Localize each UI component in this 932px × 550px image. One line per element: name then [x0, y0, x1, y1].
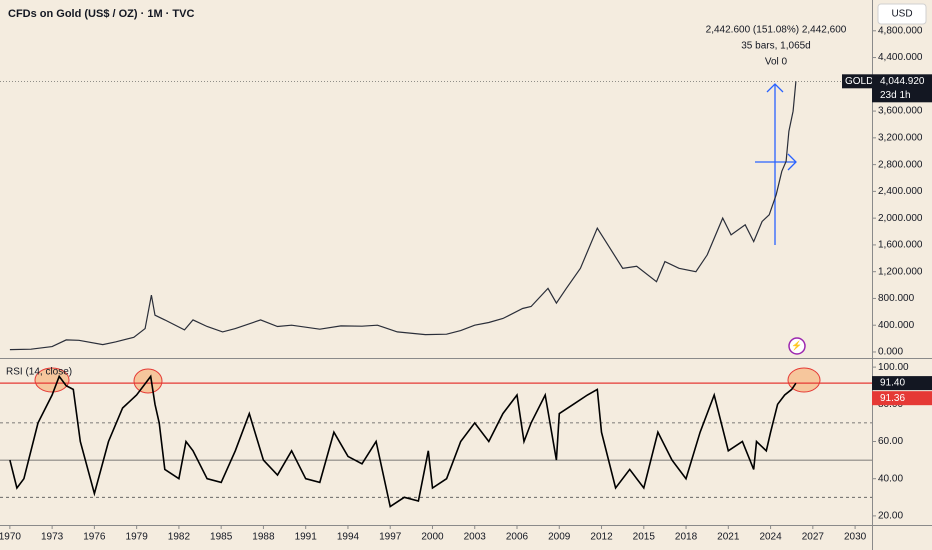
x-tick-label: 1970 — [0, 532, 21, 543]
x-tick-label: 1979 — [126, 532, 149, 543]
series-line — [9, 374, 797, 508]
y-tick-label: 2,800.000 — [878, 159, 923, 170]
x-tick-label: 2009 — [548, 532, 571, 543]
x-tick-label: 2024 — [759, 532, 782, 543]
x-tick-label: 2015 — [633, 532, 656, 543]
x-tick-label: 2030 — [844, 532, 867, 543]
event-icon-glyph[interactable]: ⚡ — [791, 339, 802, 351]
y-tick-label: 60.00 — [878, 436, 903, 447]
y-tick-label: 800.000 — [878, 293, 915, 304]
event-icon[interactable] — [788, 337, 806, 355]
x-tick-label: 1994 — [337, 532, 360, 543]
series-line — [9, 81, 797, 351]
x-tick-label: 1973 — [41, 532, 64, 543]
x-tick-label: 2003 — [464, 532, 487, 543]
y-tick-label: 0.000 — [878, 347, 903, 358]
x-tick-label: 1982 — [168, 532, 191, 543]
symbol-tag — [842, 74, 872, 89]
x-tick-label: 2018 — [675, 532, 698, 543]
x-tick-label: 1985 — [210, 532, 233, 543]
y-tick-label: 40.00 — [878, 473, 903, 484]
y-tick-label: 400.000 — [878, 320, 915, 331]
x-tick-label: 1997 — [379, 532, 402, 543]
x-tick-label: 1991 — [295, 532, 318, 543]
rsi-label: 91.36 — [880, 393, 905, 404]
measure-text: 2,442.600 (151.08%) 2,442,600 — [706, 25, 847, 36]
currency-button[interactable] — [877, 3, 927, 25]
price-label: 4,044.920 — [880, 76, 925, 87]
y-tick-label: 100.00 — [878, 362, 909, 373]
chart-title: CFDs on Gold (US$ / OZ) · 1M · TVC — [8, 8, 194, 20]
y-tick-label: 1,200.000 — [878, 266, 923, 277]
rsi-tag — [872, 391, 932, 406]
price-tag — [872, 74, 932, 103]
x-tick-label: 2012 — [590, 532, 613, 543]
x-tick-label: 2021 — [717, 532, 740, 543]
y-tick-label: 20.00 — [878, 511, 903, 522]
x-tick-label: 2006 — [506, 532, 529, 543]
x-tick-label: 2027 — [802, 532, 825, 543]
x-tick-label: 1976 — [83, 532, 106, 543]
y-tick-label: 2,400.000 — [878, 186, 923, 197]
symbol-label: GOLD — [845, 76, 873, 87]
x-tick-label: 1988 — [252, 532, 275, 543]
x-tick-label: 2000 — [421, 532, 444, 543]
measure-arrows — [755, 83, 797, 245]
pane-title: RSI (14, close) — [6, 367, 72, 378]
y-tick-label: 4,800.000 — [878, 25, 923, 36]
y-tick-label: 3,200.000 — [878, 132, 923, 143]
measure-text: Vol 0 — [765, 57, 788, 68]
level-tag — [872, 376, 932, 391]
countdown-label: 23d 1h — [880, 90, 911, 101]
y-tick-label: 1,600.000 — [878, 240, 923, 251]
level-label: 91.40 — [880, 378, 905, 389]
currency[interactable]: USD — [891, 9, 912, 20]
measure-text: 35 bars, 1,065d — [741, 41, 811, 52]
y-tick-label: 4,400.000 — [878, 52, 923, 63]
y-tick-label: 2,000.000 — [878, 213, 923, 224]
y-tick-label: 3,600.000 — [878, 106, 923, 117]
